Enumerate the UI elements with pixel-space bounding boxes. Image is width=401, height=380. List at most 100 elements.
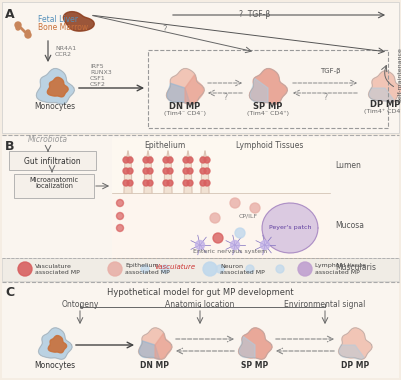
Text: Microanatomic
localization: Microanatomic localization bbox=[29, 176, 79, 190]
Polygon shape bbox=[249, 68, 288, 104]
Text: Anatomic location: Anatomic location bbox=[165, 300, 235, 309]
Text: Self-maintenance: Self-maintenance bbox=[398, 48, 401, 103]
Text: ?: ? bbox=[223, 93, 227, 102]
Polygon shape bbox=[250, 78, 268, 103]
Polygon shape bbox=[139, 341, 160, 359]
Polygon shape bbox=[166, 68, 205, 104]
Text: DP MP: DP MP bbox=[370, 100, 400, 109]
Text: Epithelium: Epithelium bbox=[125, 263, 159, 269]
Text: associated MP: associated MP bbox=[125, 271, 170, 276]
Text: Gut infiltration: Gut infiltration bbox=[24, 157, 80, 166]
Circle shape bbox=[250, 203, 260, 213]
Text: associated MP: associated MP bbox=[35, 271, 80, 276]
Text: Vasculature: Vasculature bbox=[154, 264, 196, 270]
Circle shape bbox=[187, 168, 193, 174]
Polygon shape bbox=[155, 333, 171, 359]
Text: DP MP: DP MP bbox=[341, 361, 369, 370]
Circle shape bbox=[204, 168, 210, 174]
Circle shape bbox=[183, 180, 189, 186]
Circle shape bbox=[210, 213, 220, 223]
Circle shape bbox=[204, 180, 210, 186]
Circle shape bbox=[161, 265, 169, 273]
Text: Lumen: Lumen bbox=[335, 160, 361, 169]
Circle shape bbox=[15, 22, 21, 28]
FancyBboxPatch shape bbox=[2, 2, 399, 133]
Circle shape bbox=[25, 32, 31, 38]
Circle shape bbox=[298, 262, 312, 276]
Circle shape bbox=[203, 262, 217, 276]
Text: RUNX3: RUNX3 bbox=[90, 70, 112, 75]
Polygon shape bbox=[63, 12, 94, 31]
Circle shape bbox=[187, 157, 193, 163]
Circle shape bbox=[231, 241, 239, 250]
FancyBboxPatch shape bbox=[2, 258, 399, 281]
FancyBboxPatch shape bbox=[14, 174, 94, 198]
Circle shape bbox=[143, 180, 149, 186]
Text: SP MP: SP MP bbox=[241, 361, 269, 370]
Circle shape bbox=[200, 168, 206, 174]
Circle shape bbox=[187, 180, 193, 186]
Circle shape bbox=[183, 157, 189, 163]
Text: Hypothetical model for gut MP development: Hypothetical model for gut MP developmen… bbox=[107, 288, 293, 297]
Text: NR4A1: NR4A1 bbox=[55, 46, 76, 51]
Polygon shape bbox=[369, 71, 401, 102]
Circle shape bbox=[123, 168, 129, 174]
Circle shape bbox=[26, 30, 30, 34]
Text: ?  TGF-β: ? TGF-β bbox=[239, 10, 271, 19]
Text: Monocytes: Monocytes bbox=[34, 361, 75, 370]
Text: associated MP: associated MP bbox=[315, 271, 360, 276]
Circle shape bbox=[167, 168, 173, 174]
Circle shape bbox=[117, 225, 124, 231]
Text: Bone Marrow: Bone Marrow bbox=[38, 23, 88, 32]
Text: ?: ? bbox=[163, 25, 167, 34]
Polygon shape bbox=[164, 151, 172, 193]
Circle shape bbox=[127, 157, 133, 163]
Circle shape bbox=[183, 168, 189, 174]
Text: IRF5: IRF5 bbox=[90, 64, 103, 69]
Text: Muscularis: Muscularis bbox=[335, 263, 376, 272]
Polygon shape bbox=[36, 68, 74, 104]
Text: Microbiota: Microbiota bbox=[28, 135, 68, 144]
FancyBboxPatch shape bbox=[112, 258, 330, 280]
Circle shape bbox=[167, 157, 173, 163]
Circle shape bbox=[123, 180, 129, 186]
Polygon shape bbox=[124, 151, 132, 193]
Text: Peyer's patch: Peyer's patch bbox=[269, 225, 311, 231]
FancyBboxPatch shape bbox=[112, 138, 330, 193]
Text: CSF2: CSF2 bbox=[90, 82, 106, 87]
Circle shape bbox=[108, 262, 122, 276]
Circle shape bbox=[235, 228, 245, 238]
Polygon shape bbox=[239, 337, 255, 358]
Circle shape bbox=[143, 157, 149, 163]
Text: Lymphoid Tissues: Lymphoid Tissues bbox=[236, 141, 304, 150]
Text: A: A bbox=[5, 8, 14, 21]
Text: Lymphoid tissue: Lymphoid tissue bbox=[315, 263, 366, 269]
Polygon shape bbox=[239, 328, 272, 359]
Circle shape bbox=[196, 241, 205, 250]
FancyBboxPatch shape bbox=[9, 151, 96, 170]
Text: Environmental signal: Environmental signal bbox=[284, 300, 366, 309]
Circle shape bbox=[163, 168, 169, 174]
Text: Enteric nervous system: Enteric nervous system bbox=[193, 249, 267, 254]
Polygon shape bbox=[262, 203, 318, 253]
Circle shape bbox=[261, 241, 269, 250]
Polygon shape bbox=[369, 88, 394, 102]
Text: Fetal Liver: Fetal Liver bbox=[38, 15, 78, 24]
Text: DN MP: DN MP bbox=[169, 102, 200, 111]
Circle shape bbox=[230, 198, 240, 208]
Circle shape bbox=[163, 180, 169, 186]
Text: CP/ILF: CP/ILF bbox=[239, 214, 257, 219]
Circle shape bbox=[141, 265, 149, 273]
Circle shape bbox=[246, 265, 254, 273]
Circle shape bbox=[18, 262, 32, 276]
Circle shape bbox=[127, 168, 133, 174]
Circle shape bbox=[123, 157, 129, 163]
Polygon shape bbox=[185, 75, 204, 104]
Polygon shape bbox=[47, 77, 68, 97]
Polygon shape bbox=[138, 328, 172, 359]
Text: DN MP: DN MP bbox=[140, 361, 170, 370]
Text: C: C bbox=[5, 286, 14, 299]
Circle shape bbox=[167, 180, 173, 186]
Circle shape bbox=[163, 157, 169, 163]
FancyBboxPatch shape bbox=[2, 283, 399, 378]
